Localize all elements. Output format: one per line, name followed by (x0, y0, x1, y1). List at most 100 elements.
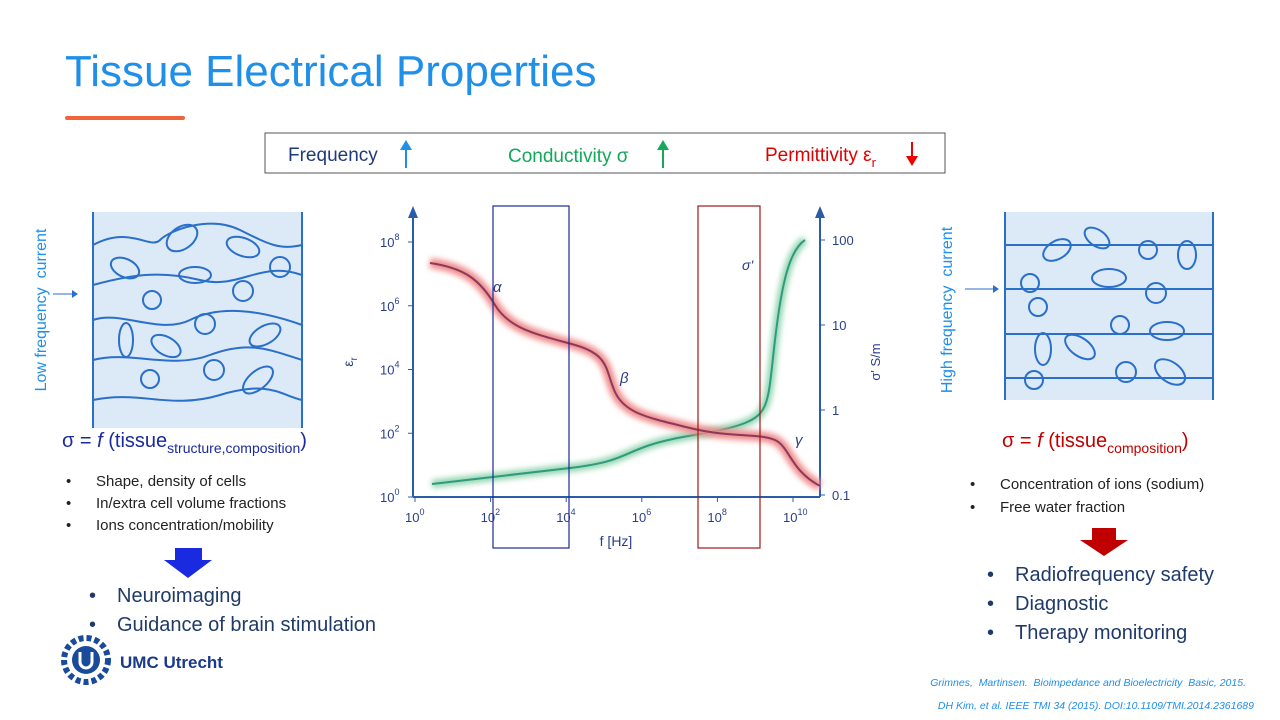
tick-label: 10 (832, 318, 846, 333)
logo-icon (61, 635, 111, 685)
tick-label: 1010 (783, 507, 807, 525)
tick-label: 106 (632, 507, 651, 525)
tick-base: 10 (380, 426, 394, 441)
annotation: β (619, 370, 629, 387)
conductivity-label: Conductivity σ (508, 146, 629, 167)
legend-box (264, 132, 946, 174)
tick-label: 1 (832, 403, 839, 418)
logo-text: UMC Utrecht (120, 653, 223, 672)
annotation: σ' (742, 257, 754, 273)
formula-f: f (1037, 430, 1045, 452)
formula-sub: composition (1107, 440, 1182, 456)
tick-label: 100 (405, 507, 424, 525)
high-frequency-tissue (1004, 212, 1214, 400)
side-label: High frequency current (939, 226, 956, 393)
tick-base: 10 (380, 490, 394, 505)
tick-label: 0.1 (832, 488, 850, 503)
formula-close: ) (1182, 430, 1189, 452)
tick-label: 104 (380, 360, 399, 378)
tick-label: 106 (380, 296, 399, 314)
down-arrow (906, 142, 918, 166)
tick-exp: 4 (394, 360, 399, 370)
axis-arrow (815, 206, 825, 218)
x-axis-label: f [Hz] (600, 533, 633, 549)
application-item: Radiofrequency safety (1015, 564, 1214, 586)
y2-axis-label: σ' S/m (868, 343, 883, 380)
tick-base: 10 (632, 510, 646, 525)
bullet-item: In/extra cell volume fractions (96, 495, 286, 512)
bullet-item: Ions concentration/mobility (96, 517, 274, 534)
tick-base: 10 (707, 510, 721, 525)
bullet-dot: • (970, 499, 975, 516)
tick-base: 10 (380, 235, 394, 250)
tick-exp: 6 (394, 296, 399, 306)
tick-exp: 2 (394, 423, 399, 433)
bullet-dot: • (89, 585, 96, 607)
annotation: α (493, 279, 502, 296)
bullet-dot: • (66, 495, 71, 512)
bullet-item: Shape, density of cells (96, 473, 246, 490)
tick-label: 108 (380, 232, 399, 250)
formula-prefix: σ = (62, 430, 97, 452)
low-frequency-box (492, 205, 570, 549)
permittivity-text: Permittivity ε (765, 145, 872, 166)
formula-open: (tissue (103, 430, 167, 452)
tick-label: 100 (832, 233, 854, 248)
reference: DH Kim, et al. IEEE TMI 34 (2015). DOI:1… (938, 700, 1254, 712)
permittivity-label: Permittivity εr (765, 145, 877, 170)
axis-arrow (408, 206, 418, 218)
bullet-dot: • (970, 476, 975, 493)
tick-exp: 0 (394, 487, 399, 497)
y-label-text: ε (340, 361, 356, 367)
low-frequency-tissue (92, 212, 303, 428)
bullet-dot: • (66, 473, 71, 490)
application-item: Neuroimaging (117, 585, 242, 607)
tick-base: 10 (783, 510, 797, 525)
tick-base: 10 (556, 510, 570, 525)
tick-base: 10 (405, 510, 419, 525)
tick-base: 10 (380, 363, 394, 378)
tick-base: 10 (380, 299, 394, 314)
tick-exp: 6 (646, 507, 651, 517)
title: Tissue Electrical Properties (65, 47, 596, 96)
formula-sub: structure,composition (167, 440, 300, 456)
y-axis-label: εr (340, 357, 360, 367)
tick-exp: 8 (722, 507, 727, 517)
bullet-dot: • (987, 564, 994, 586)
up-arrow (400, 140, 412, 168)
tick-exp: 10 (797, 507, 807, 517)
formula-prefix: σ = (1002, 430, 1037, 452)
conductivity-glow (431, 236, 808, 488)
formula: σ = f (tissuestructure,composition) (62, 430, 307, 456)
bullet-item: Free water fraction (1000, 499, 1125, 516)
permittivity-sub: r (872, 155, 877, 170)
tick-label: 108 (707, 507, 726, 525)
side-label: Low frequency current (33, 228, 50, 391)
tick-label: 100 (380, 487, 399, 505)
permittivity-curve (429, 262, 821, 487)
bullet-dot: • (66, 517, 71, 534)
title-underline (65, 116, 185, 120)
formula-f: f (97, 430, 105, 452)
down-arrow (164, 548, 212, 578)
application-item: Therapy monitoring (1015, 622, 1187, 644)
y-label-sub: r (349, 357, 360, 361)
formula-close: ) (300, 430, 307, 452)
tick-exp: 8 (394, 232, 399, 242)
tick-label: 104 (556, 507, 575, 525)
tick-label: 102 (380, 423, 399, 441)
bullet-dot: • (89, 614, 96, 636)
tick-label: 102 (481, 507, 500, 525)
input-arrow (53, 290, 78, 298)
up-arrow (657, 140, 669, 168)
input-arrow (965, 285, 999, 293)
high-frequency-box (697, 205, 761, 549)
annotation: γ (795, 432, 804, 449)
reference: Grimnes, Martinsen. Bioimpedance and Bio… (930, 677, 1246, 689)
bullet-dot: • (987, 622, 994, 644)
tick-exp: 0 (419, 507, 424, 517)
application-item: Diagnostic (1015, 593, 1108, 615)
application-item: Guidance of brain stimulation (117, 614, 376, 636)
dispersion-chart: α β γ σ' εr σ' S/m f [Hz] 10010210410610… (340, 205, 883, 549)
